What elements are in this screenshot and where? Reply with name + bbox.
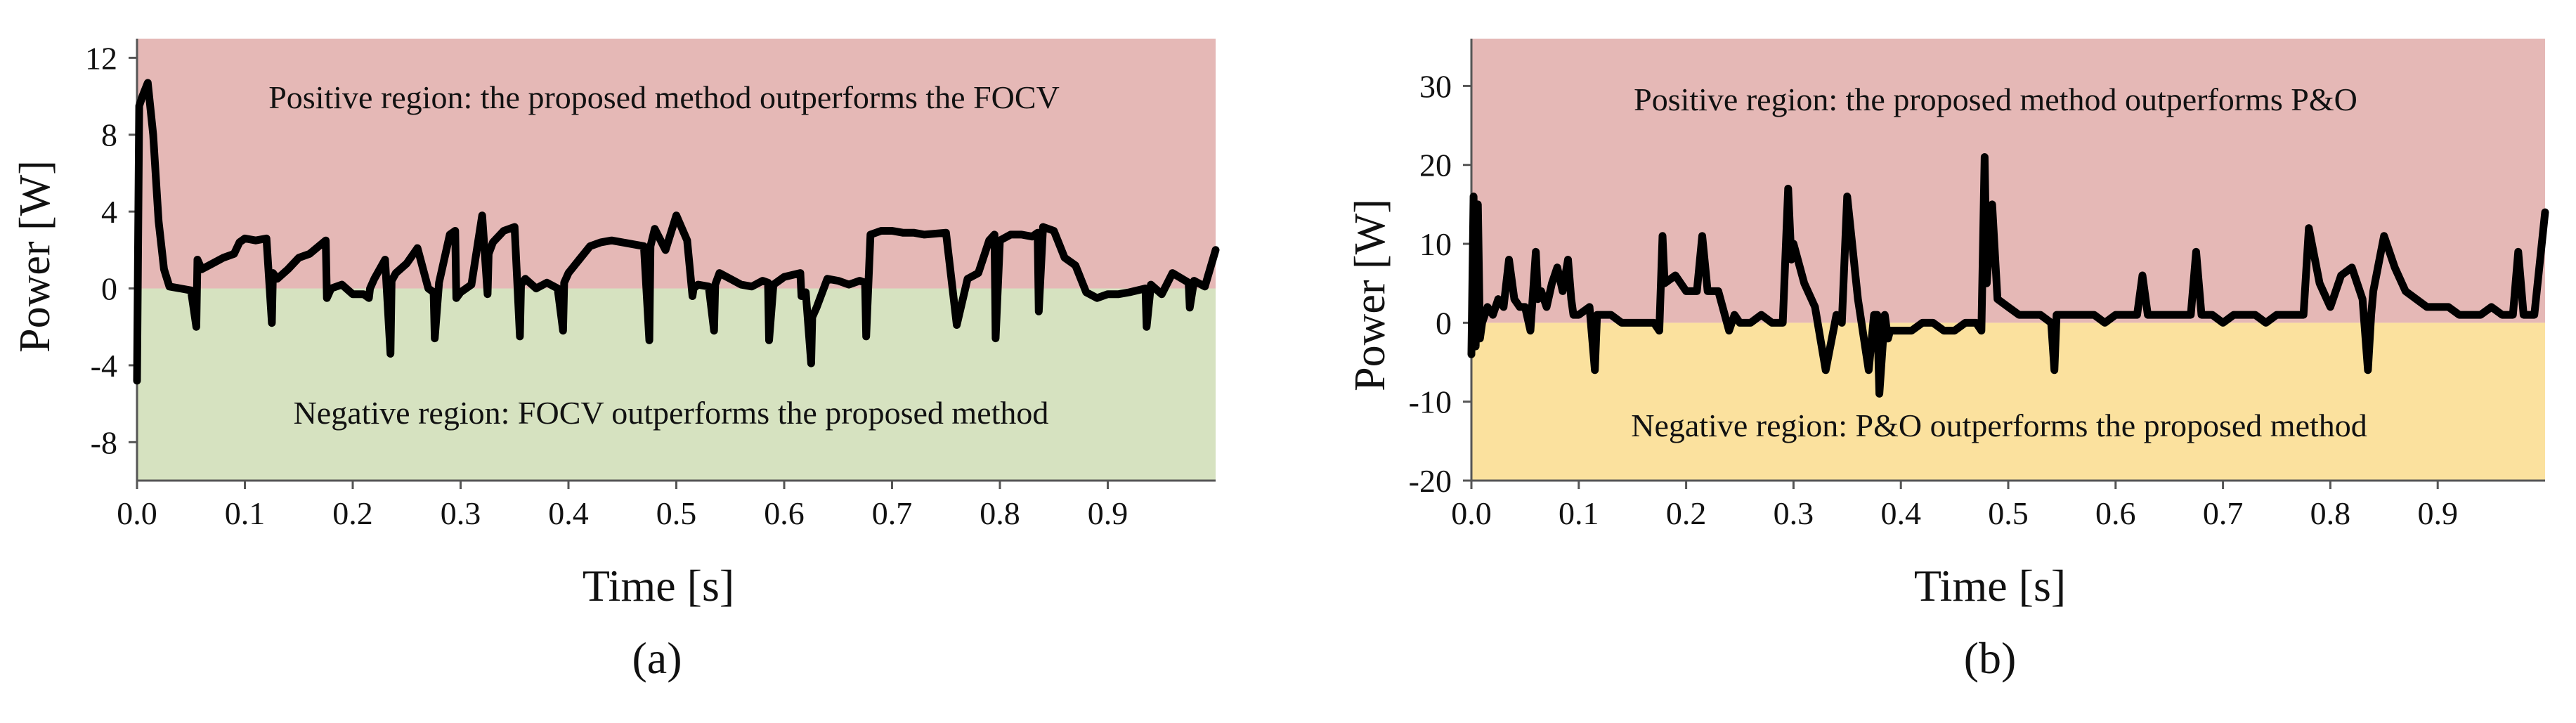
- x-tick-label: 0.4: [1880, 495, 1921, 531]
- y-axis-label-a: Power [W]: [11, 160, 59, 353]
- x-ticks-b: 0.0 0.1 0.2 0.3 0.4 0.5 0.6 0.7 0.8 0.9: [1451, 481, 2458, 531]
- x-tick-label: 0.7: [2203, 495, 2244, 531]
- x-tick-label: 0.9: [2417, 495, 2458, 531]
- x-tick-label: 0.4: [548, 495, 589, 531]
- panel-label-b: (b): [1964, 633, 2017, 683]
- x-ticks-a: 0.0 0.1 0.2 0.3 0.4 0.5 0.6 0.7 0.8 0.9: [117, 481, 1128, 531]
- y-tick-label: 4: [101, 194, 117, 230]
- x-tick-label: 0.2: [332, 495, 373, 531]
- y-ticks-b: 30 20 10 0 -10 -20: [1409, 68, 1471, 499]
- y-tick-label: 10: [1419, 226, 1452, 262]
- positive-region-b: [1471, 39, 2545, 323]
- y-tick-label: 30: [1419, 68, 1452, 104]
- negative-region-b: [1471, 323, 2545, 481]
- x-tick-label: 0.1: [1559, 495, 1599, 531]
- positive-region-text-a: Positive region: the proposed method out…: [268, 79, 1060, 115]
- x-tick-label: 0.5: [1988, 495, 2029, 531]
- panel-a: Positive region: the proposed method out…: [11, 39, 1220, 683]
- x-tick-label: 0.7: [872, 495, 913, 531]
- negative-region-a: [137, 288, 1216, 481]
- y-tick-label: -8: [91, 424, 117, 460]
- x-tick-label: 0.8: [2310, 495, 2351, 531]
- x-tick-label: 0.2: [1666, 495, 1707, 531]
- y-axis-label-b: Power [W]: [1346, 199, 1394, 391]
- y-ticks-a: 12 8 4 0 -4 -8: [85, 40, 137, 460]
- negative-region-text-a: Negative region: FOCV outperforms the pr…: [294, 395, 1049, 431]
- x-tick-label: 0.9: [1088, 495, 1128, 531]
- y-tick-label: -10: [1409, 384, 1452, 420]
- y-tick-label: -20: [1409, 463, 1452, 499]
- x-axis-label-a: Time [s]: [583, 561, 734, 611]
- negative-region-text-b: Negative region: P&O outperforms the pro…: [1631, 408, 2367, 443]
- series-line-a: [133, 79, 1220, 385]
- positive-region-text-b: Positive region: the proposed method out…: [1634, 82, 2357, 117]
- y-tick-label: 20: [1419, 148, 1452, 183]
- x-tick-label: 0.5: [656, 495, 697, 531]
- y-tick-label: -4: [91, 348, 117, 384]
- panel-b: Positive region: the proposed method out…: [1346, 39, 2549, 683]
- x-tick-label: 0.8: [980, 495, 1020, 531]
- x-tick-label: 0.6: [2095, 495, 2136, 531]
- positive-region-a: [137, 39, 1216, 289]
- panel-label-a: (a): [632, 633, 682, 683]
- x-tick-label: 0.3: [1774, 495, 1814, 531]
- x-tick-label: 0.0: [1451, 495, 1492, 531]
- x-tick-label: 0.3: [441, 495, 481, 531]
- y-tick-label: 12: [85, 40, 117, 76]
- y-tick-label: 8: [101, 117, 117, 153]
- y-tick-label: 0: [1436, 305, 1452, 341]
- x-axis-label-b: Time [s]: [1914, 561, 2066, 611]
- x-tick-label: 0.0: [117, 495, 157, 531]
- y-tick-label: 0: [101, 271, 117, 307]
- series-line-b: [1467, 153, 2549, 398]
- x-tick-label: 0.1: [225, 495, 266, 531]
- x-tick-label: 0.6: [764, 495, 805, 531]
